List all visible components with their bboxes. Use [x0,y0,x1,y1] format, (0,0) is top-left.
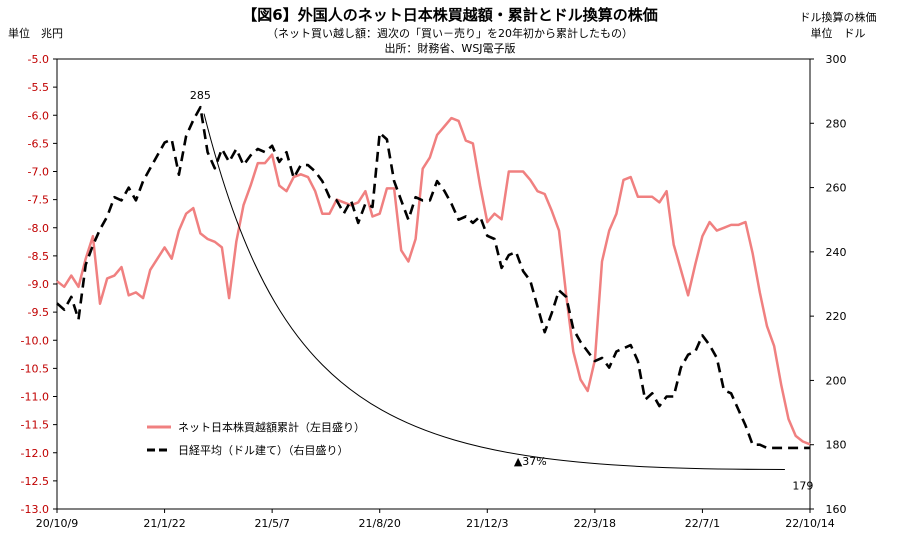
annotation-label: ▲37% [514,455,547,468]
left-tick-label: -13.0 [21,503,49,516]
right-tick-label: 200 [826,374,847,387]
left-tick-label: -9.5 [28,306,49,319]
left-tick-label: -7.0 [28,166,49,179]
left-tick-label: -8.5 [28,250,49,263]
x-tick-label: 22/3/18 [574,517,616,530]
left-axis: -5.0 -5.5 -6.0 -6.5 -7.0 -7.5 -8.0 -8.5 -9.0 -9.5… [21,53,57,516]
chart-source: 出所：財務省、WSJ電子版 [384,41,515,55]
right-tick-label: 160 [826,503,847,516]
legend-label-cumulative: ネット日本株買越額累計（左目盛り） [178,420,365,434]
right-axis-label-1: ドル換算の株価 [800,10,877,24]
left-tick-label: -11.5 [21,419,49,432]
left-tick-label: -6.5 [28,137,49,150]
right-tick-label: 180 [826,439,847,452]
left-tick-label: -5.5 [28,81,49,94]
x-axis: 20/10/9 21/1/22 21/5/7 21/8/20 21/12/3 22/3/1… [36,509,835,530]
left-tick-label: -12.0 [21,447,49,460]
right-tick-label: 280 [826,117,847,130]
right-axis-label-2: 単位 ドル [811,26,866,40]
series-line-0 [56,116,811,446]
left-tick-label: -7.5 [28,194,49,207]
chart-subtitle: （ネット買い越し額：週次の「買い－売り」を20年初から累計したもの） [267,26,633,40]
annotations: 285 179 ▲37% [190,89,813,492]
right-tick-label: 220 [826,310,847,323]
right-axis: 300 280 260 240 220 200 180 160 [810,53,847,516]
left-tick-label: -6.0 [28,109,49,122]
left-tick-label: -5.0 [28,53,49,66]
left-tick-label: -12.5 [21,475,49,488]
left-tick-label: -9.0 [28,278,49,291]
x-tick-label: 21/5/7 [254,517,289,530]
left-tick-label: -10.5 [21,362,49,375]
plot-area [56,58,811,510]
x-tick-label: 20/10/9 [36,517,78,530]
decline-arc [203,113,785,470]
annotation-label: 179 [792,479,813,492]
x-tick-label: 21/8/20 [359,517,401,530]
legend-label-nikkei: 日経平均（ドル建て）（右目盛り） [178,443,349,457]
left-tick-label: -11.0 [21,391,49,404]
x-tick-label: 22/7/1 [685,517,720,530]
series-line-1 [56,105,810,450]
legend: ネット日本株買越額累計（左目盛り） 日経平均（ドル建て）（右目盛り） [147,420,365,457]
right-tick-label: 260 [826,182,847,195]
x-tick-label: 21/1/22 [143,517,185,530]
right-tick-label: 240 [826,246,847,259]
left-axis-label: 単位 兆円 [8,26,63,40]
x-tick-label: 21/12/3 [466,517,508,530]
chart-title: 【図6】外国人のネット日本株買越額・累計とドル換算の株価 [242,6,657,24]
series-lines [56,105,811,450]
annotation-label: 285 [190,89,211,102]
x-tick-label: 22/10/14 [785,517,834,530]
right-tick-label: 300 [826,53,847,66]
left-tick-label: -8.0 [28,222,49,235]
left-tick-label: -10.0 [21,334,49,347]
